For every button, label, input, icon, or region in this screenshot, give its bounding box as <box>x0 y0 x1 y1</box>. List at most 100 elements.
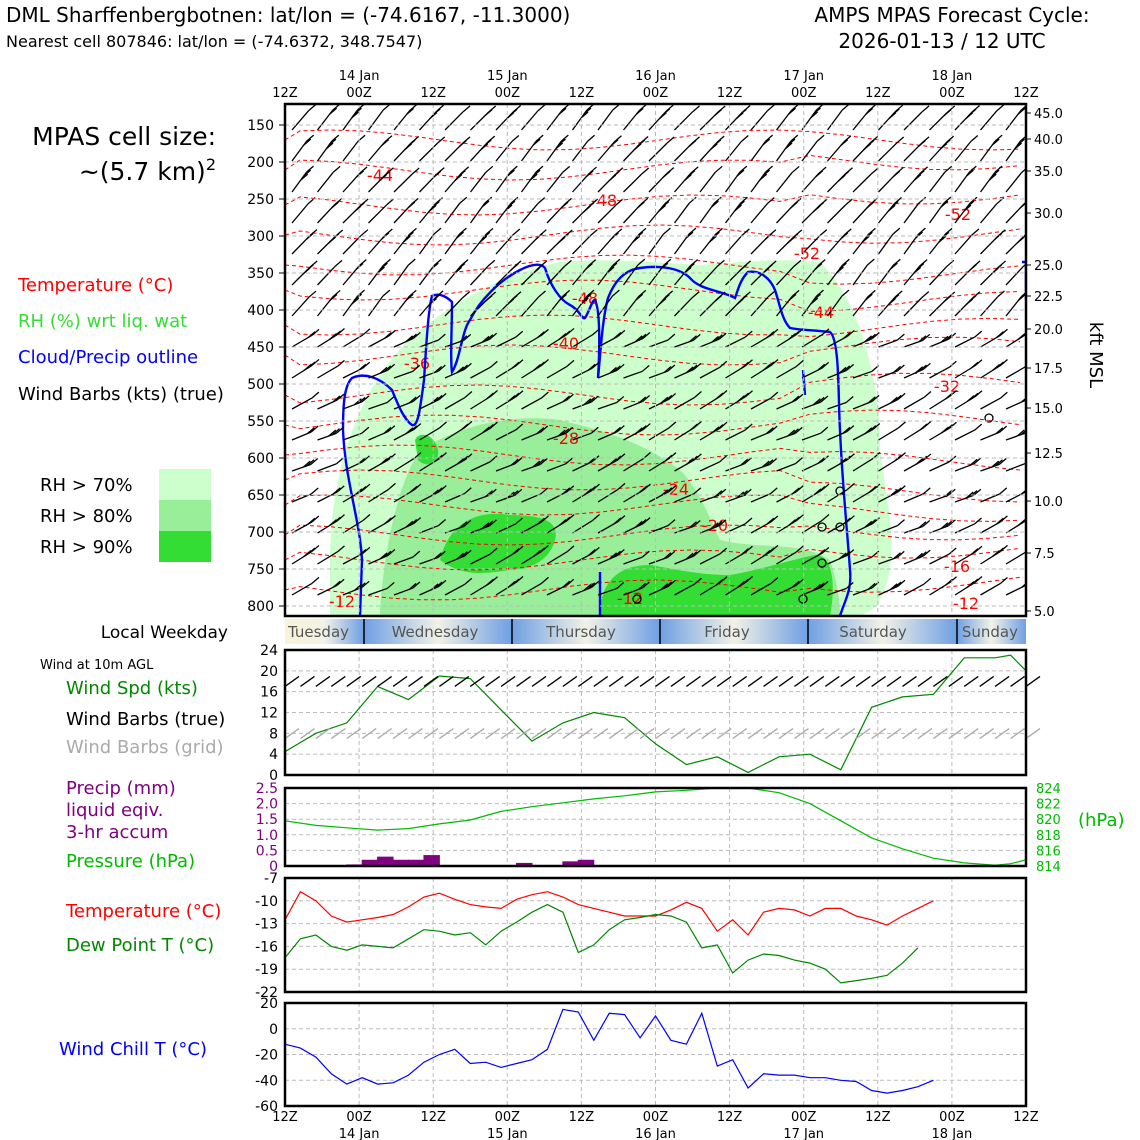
wind-barb-flag <box>946 259 955 267</box>
wind-barb-flag <box>845 395 854 403</box>
wind-barb-flag <box>718 488 727 496</box>
wind-barb-flag <box>541 576 549 584</box>
wind-barb-flag <box>965 491 974 499</box>
wind-barb-flag <box>793 259 802 267</box>
wind-barb-flag <box>996 104 1005 112</box>
wind-barb <box>801 519 823 534</box>
wind-barb-flag <box>992 363 1000 371</box>
wind-barb-flag <box>303 363 312 371</box>
wind-barb-flag <box>842 365 851 373</box>
y-tick-label: 12 <box>260 706 278 722</box>
weekday-band <box>957 619 1026 644</box>
surface-wind-barb <box>485 675 501 687</box>
wind-barb-flag <box>384 517 392 525</box>
wind-barb-flag <box>668 421 677 429</box>
wind-barb-flag <box>718 519 727 527</box>
wind-barb <box>444 583 466 596</box>
wind-barb-flag <box>868 485 877 493</box>
wind-barb <box>699 461 720 472</box>
wind-barb <box>954 336 975 348</box>
wind-barb-flag <box>918 196 927 204</box>
wind-barb-flag <box>896 136 905 144</box>
wind-barb-flag <box>504 204 513 212</box>
wind-barb-flag <box>719 389 728 397</box>
wind-barb-flag <box>892 227 901 235</box>
wind-barb-flag <box>354 107 362 115</box>
wind-barb-flag <box>871 394 880 402</box>
wind-barb-flag <box>635 293 644 301</box>
wind-barb-flag <box>840 139 849 147</box>
wind-barb <box>495 141 513 162</box>
wind-barb-flag <box>816 289 824 297</box>
wind-barb-flag <box>1020 105 1026 111</box>
grid-wind-barb <box>577 728 593 740</box>
wind-barb-flag <box>636 201 645 209</box>
wind-barb-flag <box>838 262 847 270</box>
wind-barb-flag <box>536 427 545 435</box>
wind-barb-flag <box>537 197 546 205</box>
wind-barb-flag <box>562 165 571 173</box>
wind-barb-flag <box>693 487 702 495</box>
wind-barb-flag <box>974 423 983 431</box>
temperature-contour-label: -44 <box>367 166 393 185</box>
windchill-line <box>284 1008 934 1094</box>
wind-barb-flag <box>310 425 319 433</box>
wind-barb-flag <box>741 361 749 369</box>
wind-barb-flag <box>945 424 953 432</box>
wind-barb-flag <box>692 333 701 341</box>
wind-barb <box>597 204 617 224</box>
surface-wind-barb <box>516 675 531 687</box>
pressure-tick-label: 700 <box>247 525 274 541</box>
wind-barb-flag <box>709 143 718 151</box>
wind-barb-flag <box>945 578 953 586</box>
legend-barbs: Wind Barbs (kts) (true) <box>18 384 224 405</box>
wind-barb-flag <box>711 426 720 434</box>
wind-barb-flag <box>711 231 720 239</box>
surface-wind-barb <box>608 675 624 687</box>
wind-barbs-upper-air <box>291 104 1026 596</box>
wind-barb-flag <box>380 262 388 270</box>
wind-barb-flag <box>506 112 515 120</box>
wind-barb-flag <box>740 490 748 498</box>
weekday-name: Sunday <box>962 623 1018 641</box>
wind-barb-flag <box>405 293 414 301</box>
wind-barb-flag <box>897 392 906 400</box>
wind-barb-flag <box>583 398 592 406</box>
wind-barb <box>622 264 639 286</box>
wind-barb <box>317 551 338 565</box>
wind-barb-flag <box>515 545 524 553</box>
grid-wind-barb <box>562 728 578 740</box>
wind-barb-flag <box>838 366 847 374</box>
bottom-date-label: 18 Jan <box>932 1127 973 1140</box>
temperature-contour <box>285 524 1021 546</box>
grid-wind-barb <box>423 728 439 740</box>
grid-wind-barb <box>408 728 423 740</box>
wind-barb <box>750 397 772 410</box>
bottom-date-label: 15 Jan <box>487 1127 528 1140</box>
wind-barb <box>495 234 514 255</box>
surface-wind-barb <box>408 675 423 687</box>
surface-wind-barb <box>701 675 717 687</box>
grid-wind-barb <box>315 728 331 740</box>
wind-barb-flag <box>892 258 901 266</box>
wind-barb <box>419 142 439 162</box>
wind-barb-flag <box>438 519 446 527</box>
wind-barb-flag <box>787 236 795 244</box>
wind-barb-flag <box>307 361 316 369</box>
wind-barb-flag <box>537 547 545 555</box>
wind-barb-flag <box>378 174 387 182</box>
wind-barb <box>291 582 313 596</box>
wind-barb-flag <box>745 575 753 583</box>
wind-barb <box>903 297 923 317</box>
temperature-contour-label: -24 <box>663 480 689 499</box>
grid-wind-barb <box>824 728 840 740</box>
wind-barb-flag <box>693 453 702 461</box>
wind-barb-flag <box>788 293 797 301</box>
wind-barb-flag <box>843 455 851 463</box>
wind-barb-flag <box>583 107 592 115</box>
grid-wind-barb <box>902 728 917 740</box>
wind-barb <box>393 556 414 565</box>
height-tick-label: 35.0 <box>1034 165 1063 180</box>
wind-barb-flag <box>310 457 319 465</box>
wind-barb-flag <box>842 332 851 340</box>
